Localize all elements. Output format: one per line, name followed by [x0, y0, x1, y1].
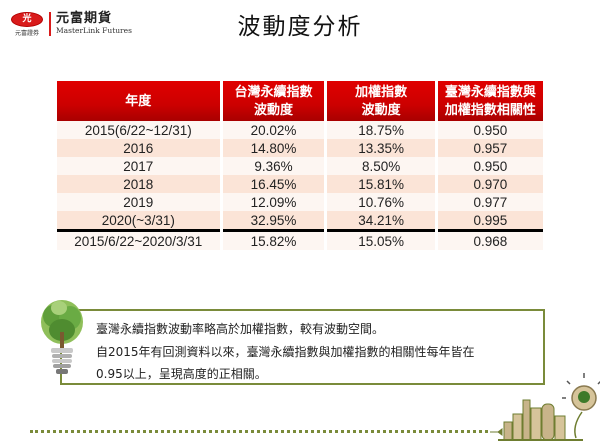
- cell-correlation: 0.977: [437, 193, 543, 211]
- header-sustain-vol: 台灣永續指數 波動度: [222, 81, 325, 121]
- note-line-2: 自2015年有回測資料以來，臺灣永續指數與加權指數的相關性每年皆在: [96, 345, 475, 359]
- cell-period: 2018: [57, 175, 220, 193]
- cell-sustain-vol: 20.02%: [222, 121, 325, 139]
- header-year: 年度: [57, 81, 220, 121]
- cell-taiex-vol: 18.75%: [327, 121, 435, 139]
- cell-period: 2015/6/22~2020/3/31: [57, 229, 220, 250]
- cell-period: 2020(~3/31): [57, 211, 220, 229]
- cell-taiex-vol: 15.05%: [327, 229, 435, 250]
- cell-correlation: 0.957: [437, 139, 543, 157]
- logo-divider: [49, 12, 51, 36]
- cell-sustain-vol: 9.36%: [222, 157, 325, 175]
- table-row: 2017 9.36% 8.50% 0.950: [57, 157, 543, 175]
- cell-taiex-vol: 13.35%: [327, 139, 435, 157]
- logo-mark: 光 元富證券: [8, 11, 46, 37]
- cell-correlation: 0.995: [437, 211, 543, 229]
- cell-correlation: 0.970: [437, 175, 543, 193]
- table-header-row: 年度 台灣永續指數 波動度 加權指數 波動度 臺灣永續指數與 加權指數相關性: [57, 81, 543, 121]
- cell-correlation: 0.950: [437, 121, 543, 139]
- table-total-row: 2015/6/22~2020/3/31 15.82% 15.05% 0.968: [57, 229, 543, 250]
- dotted-cable-line: [30, 430, 488, 433]
- cell-taiex-vol: 8.50%: [327, 157, 435, 175]
- cell-taiex-vol: 10.76%: [327, 193, 435, 211]
- cell-period: 2017: [57, 157, 220, 175]
- cell-taiex-vol: 34.21%: [327, 211, 435, 229]
- volatility-table: 年度 台灣永續指數 波動度 加權指數 波動度 臺灣永續指數與 加權指數相關性 2015…: [54, 81, 546, 250]
- logo-company-en: MasterLink Futures: [56, 26, 132, 35]
- cell-sustain-vol: 14.80%: [222, 139, 325, 157]
- cell-period: 2015(6/22~12/31): [57, 121, 220, 139]
- cell-taiex-vol: 15.81%: [327, 175, 435, 193]
- eco-city-lightbulb-icon: [490, 373, 600, 441]
- cell-sustain-vol: 15.82%: [222, 229, 325, 250]
- cell-sustain-vol: 12.09%: [222, 193, 325, 211]
- company-logo: 光 元富證券 元富期貨 MasterLink Futures: [8, 10, 132, 38]
- table-row: 2019 12.09% 10.76% 0.977: [57, 193, 543, 211]
- header-correlation: 臺灣永續指數與 加權指數相關性: [437, 81, 543, 121]
- page-title: 波動度分析: [237, 14, 363, 40]
- table-row: 2018 16.45% 15.81% 0.970: [57, 175, 543, 193]
- cell-sustain-vol: 16.45%: [222, 175, 325, 193]
- table-row: 2016 14.80% 13.35% 0.957: [57, 139, 543, 157]
- table-row: 2020(~3/31) 32.95% 34.21% 0.995: [57, 211, 543, 229]
- cell-correlation: 0.968: [437, 229, 543, 250]
- table-row: 2015(6/22~12/31) 20.02% 18.75% 0.950: [57, 121, 543, 139]
- note-line-3: 0.95以上，呈現高度的正相關。: [96, 367, 267, 381]
- note-line-1: 臺灣永續指數波動率略高於加權指數，較有波動空間。: [96, 322, 385, 336]
- logo-emblem-icon: 光: [11, 11, 43, 27]
- cell-correlation: 0.950: [437, 157, 543, 175]
- logo-subtext: 元富證券: [14, 29, 39, 37]
- logo-company-cn: 元富期貨: [56, 11, 113, 26]
- cell-period: 2016: [57, 139, 220, 157]
- cell-period: 2019: [57, 193, 220, 211]
- cell-sustain-vol: 32.95%: [222, 211, 325, 229]
- header-taiex-vol: 加權指數 波動度: [327, 81, 435, 121]
- tree-lightbulb-icon: [41, 300, 83, 374]
